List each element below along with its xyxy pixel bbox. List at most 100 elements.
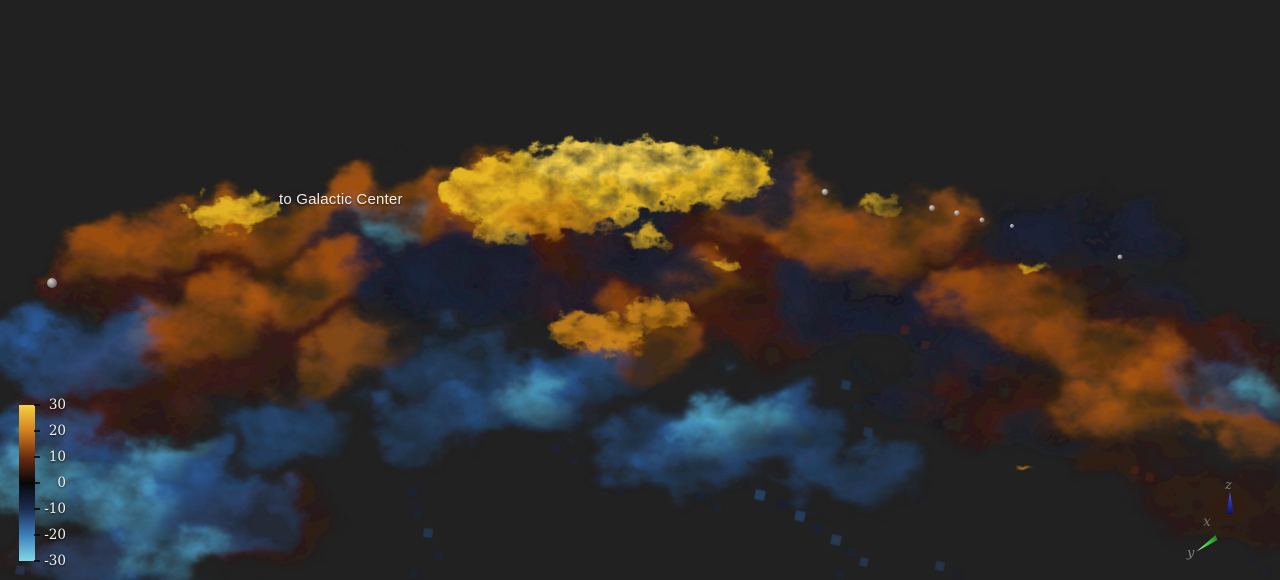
gas-cloud bbox=[1244, 372, 1280, 394]
voxel-fragment bbox=[422, 527, 434, 539]
gas-cloud bbox=[75, 477, 175, 533]
gas-cloud bbox=[500, 201, 620, 235]
voxel-fragment bbox=[862, 426, 874, 438]
star-marker bbox=[1010, 224, 1014, 228]
voxel-fragment bbox=[1248, 555, 1258, 565]
voxel-fragment bbox=[411, 508, 423, 520]
colorbar-tick-label: 10 bbox=[48, 449, 66, 465]
voxel-fragment bbox=[859, 557, 869, 567]
voxel-fragment bbox=[1145, 472, 1155, 482]
voxel-fragment bbox=[846, 546, 858, 558]
voxel-fragment bbox=[840, 379, 852, 391]
voxel-fragment bbox=[1190, 394, 1202, 406]
galactic-center-annotation: to Galactic Center bbox=[279, 191, 403, 208]
voxel-fragment bbox=[830, 534, 842, 546]
gas-cloud-layer-diffuse bbox=[0, 169, 1280, 580]
star-marker bbox=[47, 278, 57, 288]
voxel-fragment bbox=[834, 569, 846, 580]
voxel-fragment bbox=[407, 486, 419, 498]
voxel-fragment bbox=[594, 472, 602, 480]
gas-cloud bbox=[385, 323, 505, 381]
gas-cloud bbox=[550, 313, 650, 351]
voxel-fragment bbox=[408, 568, 420, 580]
gas-cloud bbox=[1005, 422, 1085, 458]
gas-cloud bbox=[522, 142, 722, 182]
voxel-fragment bbox=[812, 522, 824, 534]
gas-cloud bbox=[860, 374, 950, 416]
gas-cloud bbox=[187, 195, 277, 231]
colorbar-tick-label: 20 bbox=[48, 423, 66, 439]
colorbar-tick-mark bbox=[34, 560, 40, 562]
z-axis-arrow bbox=[1226, 492, 1234, 514]
y-axis-arrow bbox=[1196, 535, 1218, 552]
gas-cloud bbox=[287, 324, 393, 396]
voxel-fragment bbox=[552, 444, 560, 452]
voxel-fragment bbox=[1130, 465, 1140, 475]
voxel-fragment bbox=[754, 489, 766, 501]
gas-cloud bbox=[1145, 465, 1280, 545]
star-marker bbox=[821, 188, 829, 196]
colorbar-tick-label: -20 bbox=[44, 527, 66, 543]
voxel-fragment bbox=[713, 502, 723, 512]
orientation-axes-widget: z x y bbox=[1186, 478, 1234, 561]
gas-cloud-layer-bright bbox=[187, 142, 1044, 474]
voxel-fragment bbox=[934, 560, 946, 572]
voxel-fragment bbox=[952, 568, 964, 580]
gas-cloud bbox=[159, 403, 211, 425]
voxel-fragment bbox=[793, 509, 807, 523]
colorbar-tick-mark bbox=[34, 430, 40, 432]
colorbar-gradient bbox=[19, 405, 35, 561]
gas-cloud bbox=[0, 450, 75, 510]
colorbar-tick-mark bbox=[34, 404, 40, 406]
star-marker bbox=[954, 210, 960, 216]
voxel-fragment bbox=[1205, 393, 1215, 403]
z-axis-label: z bbox=[1224, 478, 1232, 493]
colorbar-tick-mark bbox=[34, 482, 40, 484]
gas-cloud bbox=[710, 254, 742, 270]
star-marker bbox=[979, 217, 985, 223]
colorbar-tick-mark bbox=[34, 456, 40, 458]
x-axis-label: x bbox=[1203, 514, 1211, 530]
voxel-fragment bbox=[852, 402, 864, 414]
gas-cloud bbox=[535, 348, 635, 396]
gas-cloud bbox=[630, 298, 694, 326]
star-marker bbox=[1117, 254, 1123, 260]
voxel-fragment bbox=[126, 568, 138, 580]
gas-cloud bbox=[995, 199, 1175, 265]
voxel-fragment bbox=[695, 492, 705, 502]
voxel-fragment bbox=[616, 488, 624, 496]
gas-cloud bbox=[0, 315, 80, 369]
gas-cloud bbox=[887, 312, 1017, 372]
colorbar-tick-label: 30 bbox=[48, 397, 66, 413]
gas-cloud bbox=[130, 437, 194, 475]
gas-cloud bbox=[500, 386, 564, 418]
colorbar-tick-label: -30 bbox=[44, 553, 66, 569]
gas-cloud bbox=[1208, 407, 1280, 457]
gas-cloud bbox=[218, 399, 342, 465]
gas-cloud bbox=[862, 196, 898, 214]
gas-cloud bbox=[675, 421, 735, 453]
colorbar-tick-mark bbox=[34, 534, 40, 536]
gas-cloud bbox=[360, 213, 416, 239]
y-axis-label: y bbox=[1186, 546, 1195, 561]
voxel-fragment bbox=[571, 458, 579, 466]
colorbar-tick-mark bbox=[34, 508, 40, 510]
gas-cloud bbox=[1018, 466, 1032, 474]
star-particle-layer bbox=[47, 188, 1123, 288]
voxel-fragment bbox=[432, 550, 444, 562]
voxel-fragment bbox=[899, 324, 911, 336]
voxel-fragment bbox=[776, 499, 788, 511]
gas-cloud bbox=[134, 277, 286, 363]
colorbar-tick-label: -10 bbox=[44, 501, 66, 517]
voxel-fragment-layer bbox=[14, 324, 1271, 580]
gas-cloud bbox=[625, 229, 665, 247]
gas-cloud bbox=[941, 371, 1099, 445]
voxel-fragment bbox=[1261, 567, 1271, 577]
gas-cloud bbox=[1016, 260, 1044, 274]
gas-cloud bbox=[120, 530, 230, 580]
star-marker bbox=[929, 205, 935, 211]
gas-cloud bbox=[1105, 279, 1215, 331]
colorbar-tick-label: 0 bbox=[57, 475, 66, 491]
